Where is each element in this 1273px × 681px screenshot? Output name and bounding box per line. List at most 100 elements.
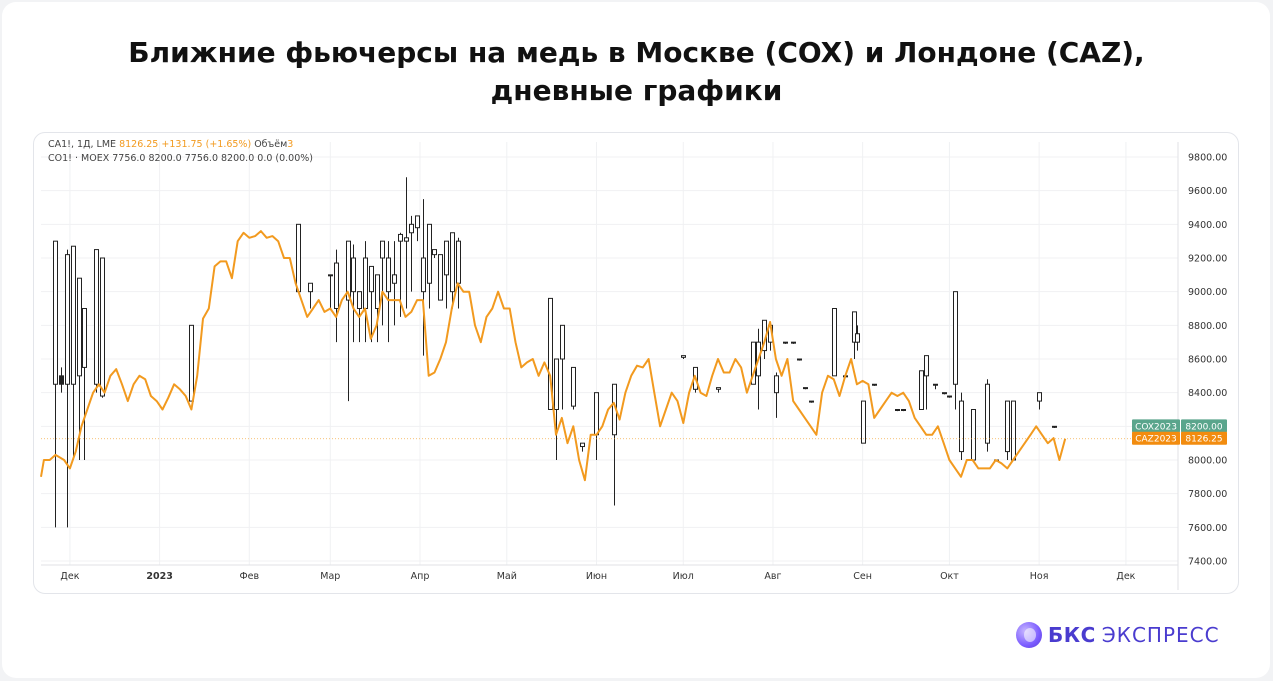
y-tick-label: 9400.00 [1188, 220, 1227, 231]
x-tick-label: Апр [411, 571, 430, 582]
grid-lines [41, 142, 1178, 565]
chart-title-line-1: Ближние фьючерсы на медь в Москве (COX) … [128, 36, 1145, 69]
badge-value-bg [1181, 431, 1227, 445]
candle-body [560, 324, 565, 360]
candle-body [809, 400, 814, 403]
badge-value: 8126.25 [1185, 435, 1222, 445]
candle-body [421, 257, 426, 293]
candle-body [716, 387, 721, 390]
candle-body [357, 291, 362, 309]
y-tick-label: 7600.00 [1188, 523, 1227, 534]
legend-volume-value: 3 [287, 139, 294, 150]
badge-name-bg [1132, 431, 1180, 445]
badge-name-bg [1132, 419, 1180, 433]
candle-body [334, 262, 339, 309]
candle-body [803, 387, 808, 390]
candle-body [985, 383, 990, 444]
candle-body [59, 375, 64, 385]
candle-body [791, 341, 796, 344]
x-tick-label: Мар [320, 571, 340, 582]
x-tick-label: 2023 [146, 571, 172, 582]
candle-body [901, 409, 906, 411]
candle-body [947, 395, 952, 398]
candle-body [751, 341, 756, 385]
candle-body [895, 409, 900, 411]
y-tick-label: 9600.00 [1188, 186, 1227, 197]
y-tick-label: 8400.00 [1188, 388, 1227, 399]
candle-body [296, 223, 301, 293]
candle-body [53, 240, 58, 385]
candle-body [942, 392, 947, 395]
candle-body [594, 392, 599, 436]
candle-body [919, 370, 924, 410]
chart-title: Ближние фьючерсы на медь в Москве (COX) … [0, 34, 1273, 110]
candle-body [444, 240, 449, 276]
y-tick-label: 8000.00 [1188, 456, 1227, 467]
candle-body [580, 442, 585, 448]
candle-body [398, 233, 403, 242]
candle-body [953, 291, 958, 385]
y-tick-label: 8600.00 [1188, 355, 1227, 366]
candle-body [392, 274, 397, 284]
candle-body [1052, 425, 1057, 428]
candle-body [971, 409, 976, 461]
badge-value-bg [1181, 419, 1227, 433]
candle-body [65, 254, 70, 385]
x-tick-label: Июн [586, 571, 607, 582]
x-tick-label: Дек [60, 571, 79, 582]
y-tick-label: 9000.00 [1188, 287, 1227, 298]
badge-value: 8200.00 [1185, 422, 1222, 432]
chart-title-line-2: дневные графики [490, 74, 783, 107]
price-badge-caz2023: CAZ2023 8126.25 [1132, 431, 1227, 445]
candle-body [450, 232, 455, 293]
x-tick-label: Ноя [1030, 571, 1049, 582]
x-tick-label: Дек [1116, 571, 1135, 582]
x-tick-label: Сен [853, 571, 872, 582]
x-tick-label: Фев [239, 571, 259, 582]
candle-body [933, 383, 938, 386]
legend-volume-label: Объём [254, 139, 288, 150]
bks-logo-icon [1016, 622, 1042, 648]
candle-body [1037, 392, 1042, 402]
chart-card [33, 132, 1239, 594]
y-tick-label: 7400.00 [1188, 557, 1227, 568]
logo-brand: БКС [1048, 623, 1096, 647]
legend-cox: CO1! · MOEX 7756.0 8200.0 7756.0 8200.0 … [48, 153, 313, 164]
candle-body [832, 308, 837, 377]
candle-body [380, 240, 385, 259]
candle-body [571, 366, 576, 407]
candle-body [77, 277, 82, 377]
candle-body [375, 274, 380, 310]
candle-body [427, 223, 432, 284]
candle-body [363, 257, 368, 309]
y-tick-label: 8800.00 [1188, 321, 1227, 332]
candle-body [774, 375, 779, 394]
candle-body [415, 215, 420, 229]
badge-name: COX2023 [1135, 422, 1177, 432]
candle-body [783, 341, 788, 344]
candle-body [456, 240, 461, 284]
candle-body [386, 257, 391, 293]
badge-name: CAZ2023 [1135, 435, 1177, 445]
legend-caz-change: +131.75 (+1.65%) [161, 139, 252, 150]
candle-body [369, 265, 374, 293]
candle-body [554, 358, 559, 410]
series-line-caz [40, 230, 1067, 482]
candle-body [351, 257, 356, 293]
x-tick-label: Окт [940, 571, 959, 582]
legend-caz: CA1!, 1Д, LME 8126.25 +131.75 (+1.65%) О… [48, 139, 293, 150]
candle-body [346, 240, 351, 301]
candles-cox [53, 177, 1057, 528]
price-badge-cox2023: COX2023 8200.00 [1132, 419, 1227, 433]
x-tick-label: Июл [673, 571, 694, 582]
candle-body [94, 249, 99, 385]
candle-body [308, 282, 313, 293]
candle-body [959, 400, 964, 453]
candle-body [189, 324, 194, 402]
candle-body [797, 358, 802, 361]
candle-body [852, 311, 857, 343]
candle-body [432, 249, 437, 256]
candle-body [1011, 400, 1016, 461]
logo-sub: ЭКСПРЕСС [1101, 623, 1220, 647]
